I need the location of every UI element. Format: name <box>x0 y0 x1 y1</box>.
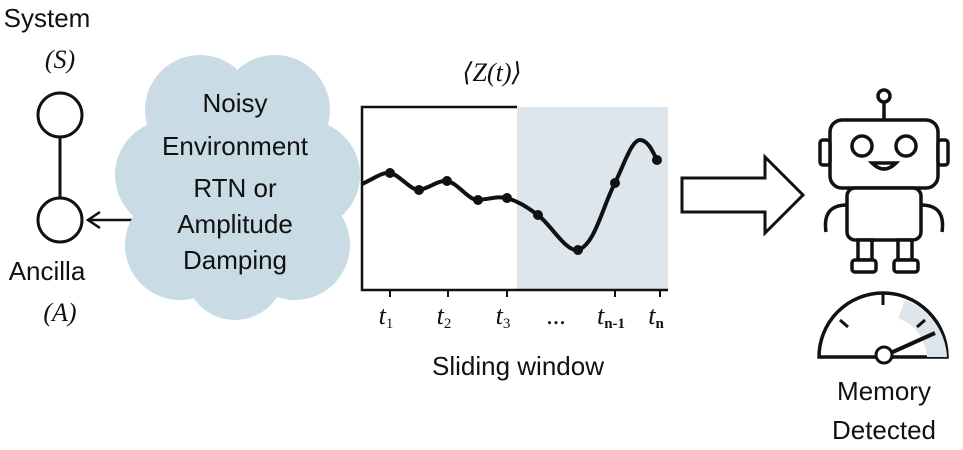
env-line: Noisy <box>202 88 267 118</box>
sliding-window <box>517 107 668 290</box>
system-label: System <box>4 3 91 33</box>
system-qubit <box>36 91 84 139</box>
tick-symbol: t <box>648 301 656 330</box>
tick-subscript: n <box>655 316 664 332</box>
tick-symbol: t <box>379 301 387 330</box>
tick-symbol: t <box>597 301 605 330</box>
result-line: Detected <box>832 415 936 445</box>
tick-label: tn <box>648 301 664 332</box>
tick-label: t1 <box>379 301 394 332</box>
noise-arrowhead <box>85 210 101 230</box>
tick-label: t3 <box>496 301 511 332</box>
robot <box>818 88 950 274</box>
ancilla-symbol: (A) <box>43 298 76 327</box>
env-line: Damping <box>183 245 287 275</box>
env-line: RTN or <box>193 173 277 203</box>
env-line: Amplitude <box>177 209 293 239</box>
samples <box>385 155 662 255</box>
result-line: Memory <box>837 376 931 406</box>
tick-subscript: 1 <box>386 316 394 332</box>
tick-symbol: t <box>437 301 445 330</box>
tick-symbol: ... <box>546 301 566 330</box>
system-symbol: (S) <box>45 45 75 74</box>
gauge <box>817 291 949 365</box>
tick-label: t2 <box>437 301 452 332</box>
tick-symbol: t <box>496 301 504 330</box>
tick-subscript: 3 <box>503 316 511 332</box>
ancilla-qubit <box>36 196 84 244</box>
plot-frame <box>360 105 668 292</box>
tick-subscript: n-1 <box>604 316 625 332</box>
tick-subscript: 2 <box>444 316 452 332</box>
env-line: Environment <box>162 131 309 161</box>
ancilla-label: Ancilla <box>9 256 86 286</box>
flow-arrow <box>680 153 806 237</box>
plot-title: ⟨Z(t)⟩ <box>462 58 521 87</box>
plot-caption: Sliding window <box>432 351 604 381</box>
cloud <box>115 55 360 320</box>
tick-label: tn-1 <box>597 301 625 332</box>
tick-label: ... <box>546 301 566 330</box>
